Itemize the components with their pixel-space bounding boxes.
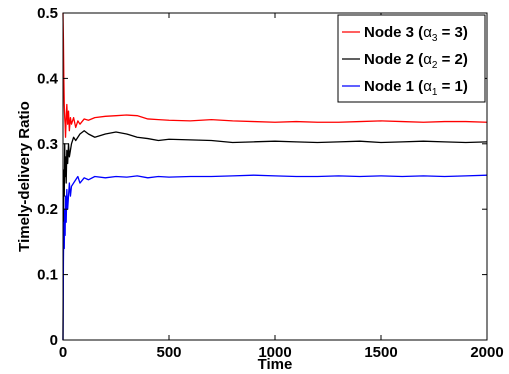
y-tick-label: 0.4 bbox=[37, 70, 59, 87]
y-tick-label: 0.2 bbox=[37, 201, 58, 218]
legend-box bbox=[337, 14, 486, 103]
series-line-3 bbox=[62, 174, 488, 341]
legend-label: Node 2 (α2 = 2) bbox=[364, 51, 468, 71]
y-tick-label: 0 bbox=[50, 332, 58, 349]
series-lines bbox=[62, 12, 488, 341]
legend: Node 3 (α3 = 3) Node 2 (α2 = 2) Node 1 (α1… bbox=[337, 14, 486, 103]
y-axis-title: Timely-delivery Ratio bbox=[16, 101, 33, 252]
x-tick-label: 500 bbox=[156, 344, 181, 361]
series-line-2 bbox=[62, 130, 488, 341]
x-tick-label: 1000 bbox=[258, 344, 291, 361]
x-axis-title: Time bbox=[258, 356, 293, 373]
x-tick-label: 0 bbox=[59, 344, 67, 361]
x-tick-label: 1500 bbox=[364, 344, 397, 361]
y-tick-label: 0.3 bbox=[37, 136, 58, 153]
series-line-1 bbox=[62, 12, 488, 138]
legend-label: Node 1 (α1 = 1) bbox=[364, 78, 468, 98]
y-tick-label: 0.1 bbox=[37, 267, 58, 284]
axis-ticks: 0 500 1000 1500 2000 0 0.1 0.2 0.3 0.4 0.5 bbox=[37, 5, 504, 361]
x-tick-label: 2000 bbox=[470, 344, 503, 361]
y-tick-label: 0.5 bbox=[37, 5, 58, 22]
legend-label: Node 3 (α3 = 3) bbox=[364, 24, 468, 44]
